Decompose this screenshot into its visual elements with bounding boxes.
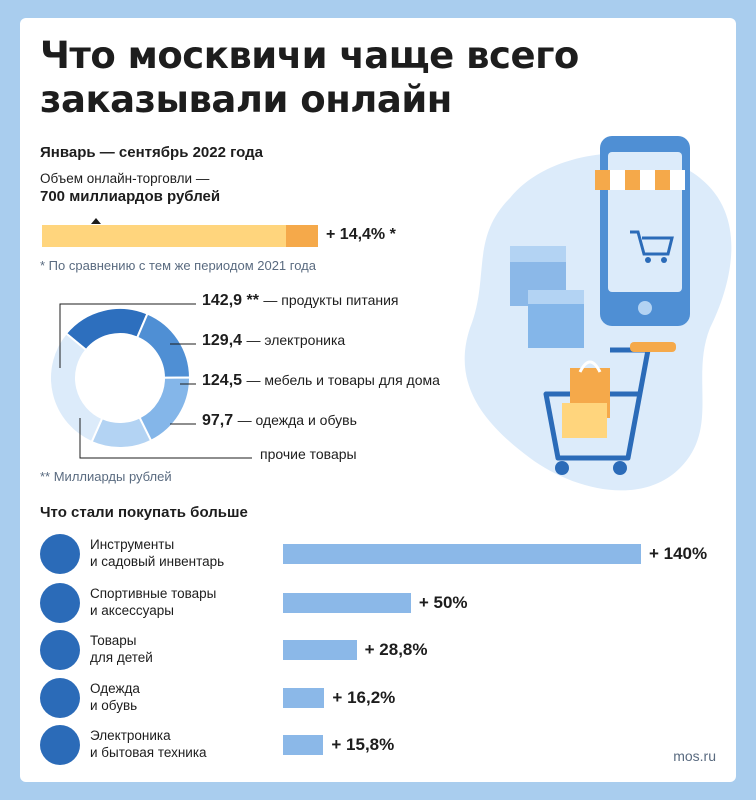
category-label: 124,5 — мебель и товары для дома bbox=[202, 372, 440, 389]
leader-lines bbox=[59, 303, 252, 459]
leader-line bbox=[59, 303, 196, 368]
growth-category-line: и аксессуары bbox=[90, 603, 174, 618]
growth-value: + 28,8% bbox=[364, 640, 428, 659]
category-name: одежда и обувь bbox=[255, 412, 357, 428]
growth-category-line: Инструменты bbox=[90, 537, 175, 552]
growth-bar bbox=[283, 688, 325, 708]
category-label: 142,9 ** — продукты питания bbox=[202, 292, 399, 309]
category-name: электроника bbox=[264, 332, 346, 348]
growth-row: Спортивные товары и аксессуары + 50% bbox=[40, 581, 720, 625]
growth-category-label: Спортивные товары и аксессуары bbox=[90, 585, 216, 619]
growth-category-line: для детей bbox=[90, 650, 153, 665]
growth-category-label: Электроника и бытовая техника bbox=[90, 727, 207, 761]
volume-bar bbox=[42, 225, 318, 247]
cart-icon bbox=[543, 342, 676, 475]
volume-label: Объем онлайн-торговли — 700 миллиардов р… bbox=[40, 170, 220, 206]
category-label: 97,7 — одежда и обувь bbox=[202, 412, 357, 429]
growth-category-line: и обувь bbox=[90, 698, 138, 713]
growth-footnote: * По сравнению с тем же периодом 2021 го… bbox=[40, 258, 316, 273]
page-title: Что москвичи чаще всего заказывали онлай… bbox=[40, 34, 579, 122]
category-name: мебель и товары для дома bbox=[264, 372, 440, 388]
growth-value: + 140% bbox=[649, 544, 708, 563]
growth-category-line: и садовый инвентарь bbox=[90, 554, 225, 569]
awning-icon bbox=[595, 170, 685, 190]
donut-group bbox=[49, 307, 192, 449]
tshirt-icon bbox=[40, 678, 80, 718]
growth-bar bbox=[283, 593, 411, 613]
growth-category-line: и бытовая техника bbox=[90, 745, 207, 760]
category-value: 97,7 bbox=[202, 412, 234, 429]
growth-row: Электроника и бытовая техника + 15,8% bbox=[40, 723, 720, 767]
infographic-card: Что москвичи чаще всего заказывали онлай… bbox=[20, 18, 736, 782]
growth-value: + 50% bbox=[418, 593, 468, 612]
category-value: 129,4 bbox=[202, 332, 243, 349]
period-subtitle: Январь — сентябрь 2022 года bbox=[40, 144, 264, 161]
volume-caption: Объем онлайн-торговли — bbox=[40, 171, 210, 186]
dumbbell-icon bbox=[40, 583, 80, 623]
growth-category-label: Одежда и обувь bbox=[90, 680, 140, 714]
title-line: Что москвичи чаще всего bbox=[40, 34, 579, 77]
growth-bar bbox=[283, 544, 641, 564]
source-credit: mos.ru bbox=[673, 748, 716, 764]
title-line: заказывали онлайн bbox=[40, 78, 452, 121]
tools-icon bbox=[40, 534, 80, 574]
leader-line bbox=[79, 418, 252, 459]
category-value: 142,9 ** bbox=[202, 292, 259, 309]
growth-row: Одежда и обувь + 16,2% bbox=[40, 676, 720, 720]
category-label: 129,4 — электроника bbox=[202, 332, 346, 349]
growth-row: Инструменты и садовый инвентарь + 140% bbox=[40, 532, 720, 576]
volume-growth-bar bbox=[286, 225, 318, 247]
category-breakdown: 142,9 ** — продукты питания 129,4 — элек… bbox=[20, 286, 460, 466]
category-value: 124,5 bbox=[202, 372, 243, 389]
kettle-icon bbox=[40, 725, 80, 765]
stroller-icon bbox=[40, 630, 80, 670]
box-icon bbox=[510, 246, 584, 348]
growth-category-line: Спортивные товары bbox=[90, 586, 217, 601]
shopping-illustration bbox=[464, 136, 732, 491]
growth-category-label: Инструменты и садовый инвентарь bbox=[90, 536, 224, 570]
units-footnote: ** Миллиарды рублей bbox=[40, 469, 172, 484]
volume-growth-label: + 14,4% * bbox=[326, 226, 396, 243]
growth-value: + 16,2% bbox=[332, 688, 396, 707]
growth-category-line: Товары bbox=[90, 633, 137, 648]
growth-value: + 15,8% bbox=[331, 735, 395, 754]
category-name: продукты питания bbox=[281, 292, 399, 308]
donut-slice bbox=[49, 331, 104, 444]
growth-category-line: Электроника bbox=[90, 728, 171, 743]
donut-slice bbox=[135, 312, 192, 379]
growth-row: Товары для детей + 28,8% bbox=[40, 628, 720, 672]
growth-section-title: Что стали покупать больше bbox=[40, 504, 248, 521]
growth-category-label: Товары для детей bbox=[90, 632, 153, 666]
category-donut-chart bbox=[49, 303, 252, 459]
volume-value: 700 миллиардов рублей bbox=[40, 188, 221, 205]
growth-category-line: Одежда bbox=[90, 681, 140, 696]
category-name: прочие товары bbox=[260, 446, 357, 462]
growth-bar bbox=[283, 640, 357, 660]
volume-marker bbox=[91, 218, 101, 224]
category-label: прочие товары bbox=[260, 446, 357, 464]
growth-bar bbox=[283, 735, 324, 755]
illustration-blob bbox=[464, 153, 732, 491]
